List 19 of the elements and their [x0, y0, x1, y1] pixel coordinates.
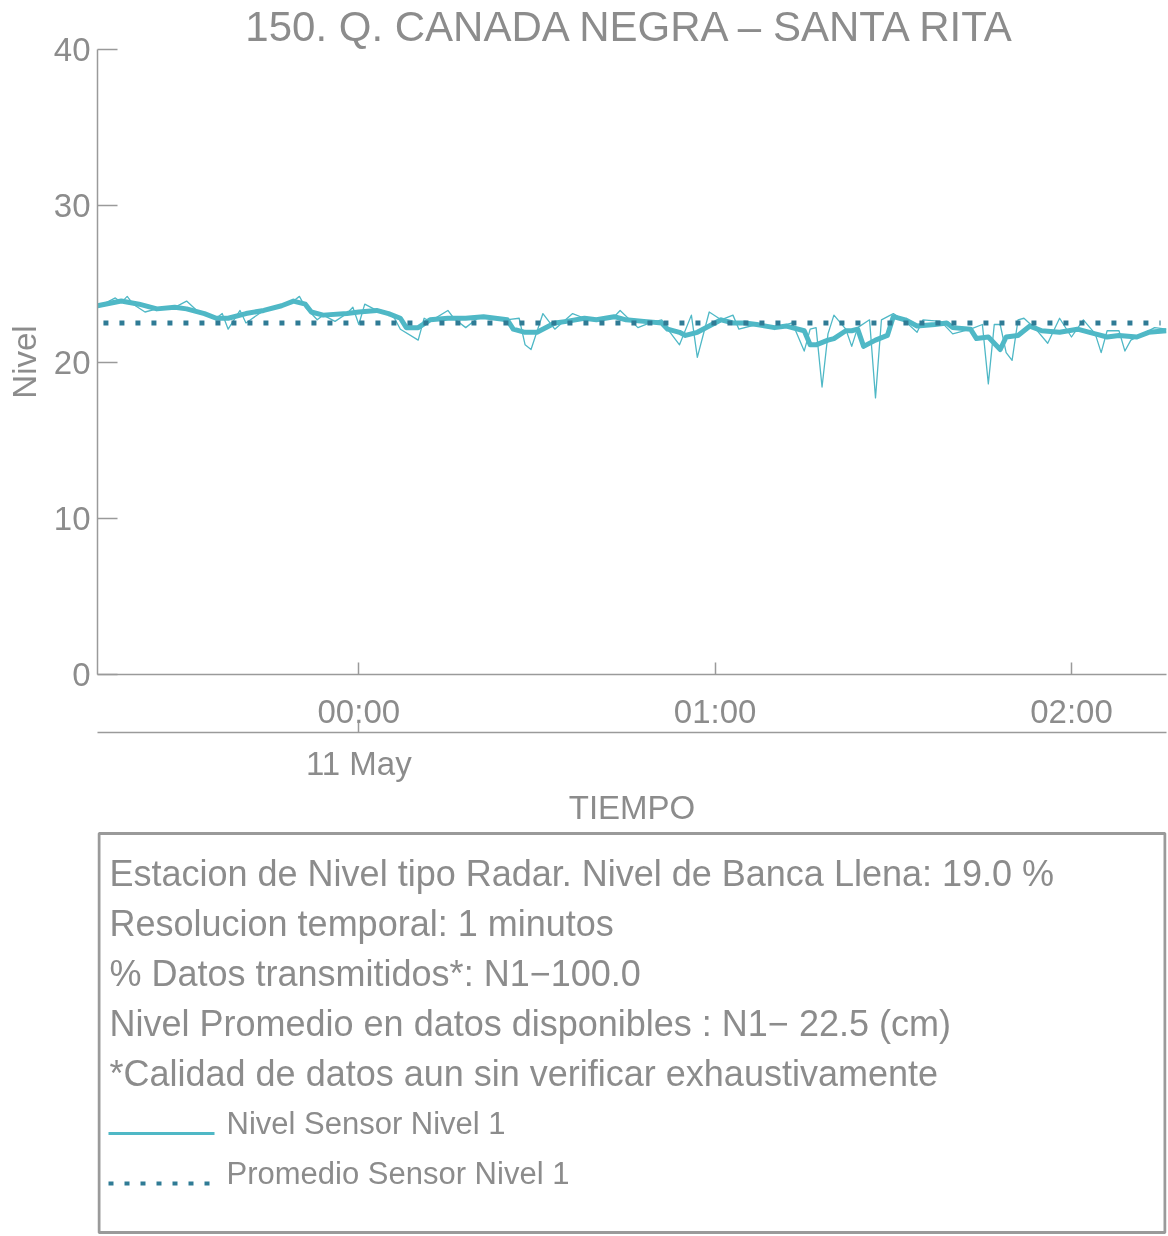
x-tick-label: 01:00: [673, 692, 757, 730]
annotation: 11 May: [305, 744, 413, 782]
chart-title: 150. Q. CANADA NEGRA – SANTA RITA: [245, 2, 1012, 50]
text: Resolucion temporal: 1 minutos: [109, 903, 614, 944]
text: % Datos transmitidos*: N1−100.0: [109, 953, 641, 994]
text: Nivel Promedio en datos disponibles : N1− 22.5 (cm): [109, 1003, 951, 1044]
text: Estacion de Nivel tipo Radar. Nivel de Banca Llena: 19.0 %: [109, 853, 1055, 894]
y-axis-title: Nivel: [5, 325, 43, 399]
x-tick-label: 00:00: [317, 692, 401, 730]
x-axis-title: TIEMPO: [568, 788, 696, 826]
text: *Calidad de datos aun sin verificar exhaustivamente: [109, 1053, 938, 1094]
y-tick-label: 30: [53, 187, 91, 225]
y-tick-label: 20: [53, 343, 91, 381]
y-tick-label: 0: [72, 656, 91, 693]
legend-label: Nivel Sensor Nivel 1: [226, 1106, 506, 1141]
x-tick-label: 02:00: [1030, 692, 1113, 730]
y-tick-label: 40: [53, 31, 91, 68]
legend-label: Promedio Sensor Nivel 1: [226, 1156, 570, 1191]
y-tick-label: 10: [53, 499, 91, 537]
